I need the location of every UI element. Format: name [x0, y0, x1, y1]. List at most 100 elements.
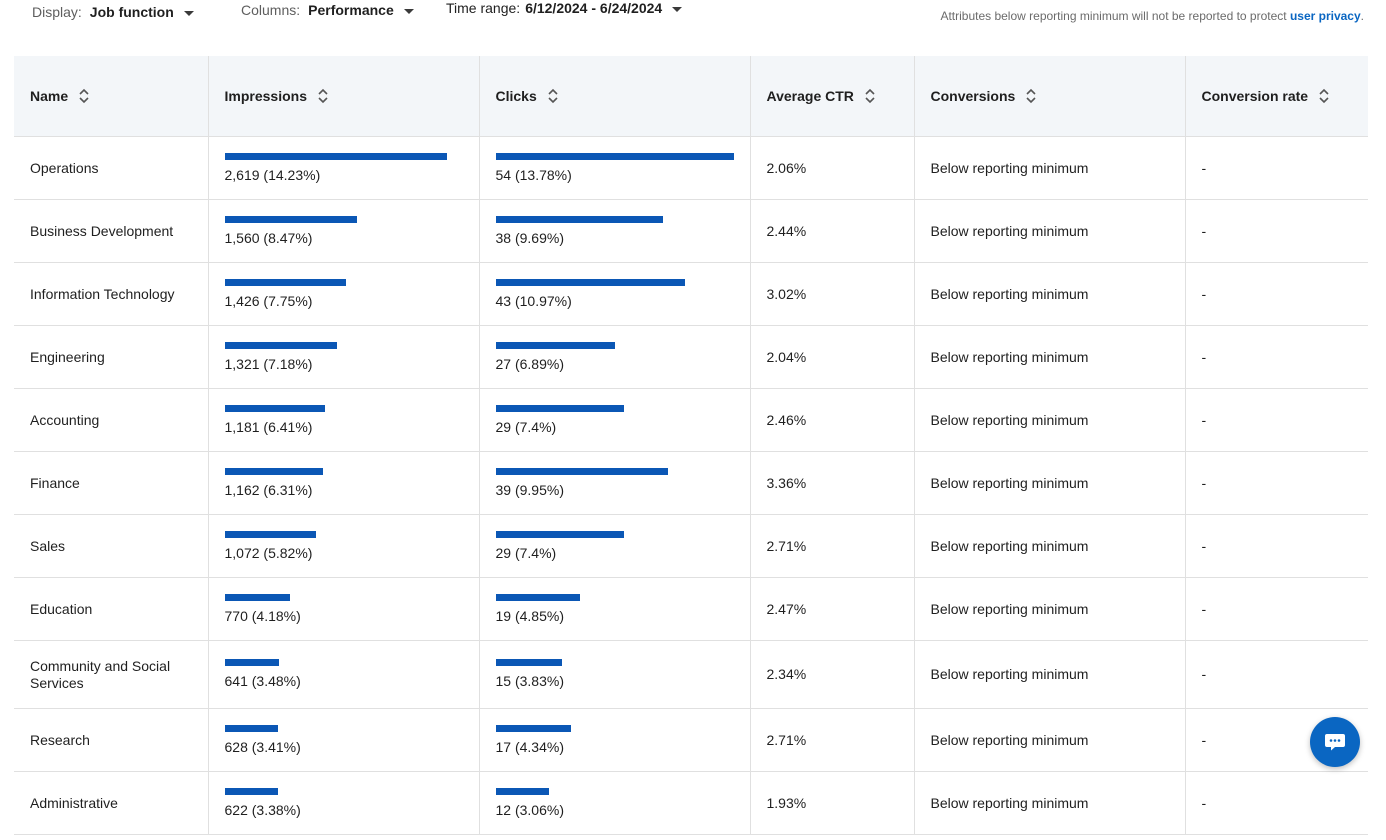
column-header-sort-toggle[interactable]: Impressions — [225, 88, 329, 104]
table-row: Research 628 (3.41%) 17 (4.34%) 2.71% Below … — [14, 708, 1368, 772]
chat-bubble-icon — [1325, 734, 1345, 751]
conversion-rate-cell-text: - — [1201, 731, 1207, 748]
conversion-rate-cell-text: - — [1201, 285, 1207, 302]
column-header-sort-toggle[interactable]: Name — [30, 88, 90, 104]
column-header-sort-toggle[interactable]: Clicks — [496, 88, 559, 104]
clicks-cell-bar-track — [495, 467, 734, 475]
impressions-cell-bar — [224, 341, 337, 349]
performance-table-container: Name Impressions Clicks Average CTR Conversi… — [14, 56, 1368, 835]
display-dropdown[interactable]: Display: Job function — [32, 4, 194, 20]
impressions-cell-bar-track — [224, 341, 463, 349]
sort-icon[interactable] — [78, 88, 90, 104]
conversion-rate-cell-text: - — [1201, 159, 1207, 176]
name-cell: Sales — [14, 514, 208, 578]
clicks-cell: 29 (7.4%) — [478, 514, 750, 578]
name-cell: Administrative — [14, 771, 208, 835]
impressions-cell-bar — [224, 278, 346, 286]
columns-value: Performance — [308, 2, 394, 18]
display-value: Job function — [89, 4, 174, 20]
sort-icon[interactable] — [547, 88, 559, 104]
chat-button[interactable] — [1310, 717, 1360, 767]
user-privacy-link[interactable]: user privacy — [1289, 9, 1361, 23]
impressions-cell-bar-track — [224, 530, 463, 538]
ctr-cell: 2.71% — [749, 708, 914, 772]
clicks-cell: 43 (10.97%) — [478, 262, 750, 326]
sort-icon[interactable] — [1025, 88, 1037, 104]
clicks-cell-bar — [495, 341, 615, 349]
columns-dropdown[interactable]: Columns: Performance — [241, 2, 414, 18]
impressions-cell-bar-track — [224, 152, 463, 160]
impressions-cell-bar — [224, 404, 325, 412]
name-cell: Information Technology — [14, 262, 208, 326]
sort-icon[interactable] — [317, 88, 329, 104]
conversion-rate-cell: - — [1184, 514, 1368, 578]
impressions-cell-bar-track — [224, 404, 463, 412]
table-row: Accounting 1,181 (6.41%) 29 (7.4%) 2.46% Bel… — [14, 388, 1368, 452]
conversions-cell-text: Below reporting minimum — [930, 222, 1089, 239]
conversions-cell: Below reporting minimum — [913, 577, 1185, 641]
clicks-cell: 19 (4.85%) — [478, 577, 750, 641]
impressions-cell: 628 (3.41%) — [207, 708, 479, 772]
column-header-ctr[interactable]: Average CTR — [749, 56, 914, 137]
clicks-cell-value: 12 (3.06%) — [495, 801, 564, 818]
table-row: Business Development 1,560 (8.47%) 38 (9.6… — [14, 199, 1368, 263]
impressions-cell-bar — [224, 787, 278, 795]
time-range-value: 6/12/2024 - 6/24/2024 — [525, 0, 663, 16]
clicks-cell: 54 (13.78%) — [478, 136, 750, 200]
column-header-sort-toggle[interactable]: Conversions — [931, 88, 1038, 104]
clicks-cell-bar — [495, 724, 571, 732]
impressions-cell-bar — [224, 593, 290, 601]
name-cell-text: Administrative — [30, 794, 118, 811]
clicks-cell-bar-track — [495, 152, 734, 160]
clicks-cell-value: 39 (9.95%) — [495, 481, 564, 498]
impressions-cell: 2,619 (14.23%) — [207, 136, 479, 200]
impressions-cell-value: 1,162 (6.31%) — [224, 481, 313, 498]
impressions-cell-value: 770 (4.18%) — [224, 607, 301, 624]
column-header-label: Conversions — [930, 88, 1016, 104]
impressions-cell-bar-track — [224, 278, 463, 286]
sort-icon[interactable] — [1318, 88, 1330, 104]
clicks-cell-bar — [495, 530, 624, 538]
name-cell: Education — [14, 577, 208, 641]
conversion-rate-cell: - — [1184, 262, 1368, 326]
privacy-note-suffix: . — [1360, 9, 1364, 23]
clicks-cell-bar-track — [495, 278, 734, 286]
privacy-note: Attributes below reporting minimum will … — [940, 9, 1364, 23]
ctr-cell-text: 2.04% — [766, 348, 807, 365]
ctr-cell: 2.71% — [749, 514, 914, 578]
filter-bar: Display: Job function Columns: Performan… — [0, 0, 1386, 50]
clicks-cell-bar-track — [495, 341, 734, 349]
name-cell: Research — [14, 708, 208, 772]
clicks-cell-bar-track — [495, 530, 734, 538]
clicks-cell-bar-track — [495, 787, 734, 795]
ctr-cell: 1.93% — [749, 771, 914, 835]
table-row: Finance 1,162 (6.31%) 39 (9.95%) 3.36% Below… — [14, 451, 1368, 515]
name-cell-text: Research — [30, 731, 90, 748]
column-header-sort-toggle[interactable]: Average CTR — [767, 88, 876, 104]
table-row: Administrative 622 (3.38%) 12 (3.06%) 1.93%… — [14, 771, 1368, 835]
time-range-dropdown[interactable]: Time range: 6/12/2024 - 6/24/2024 — [446, 0, 683, 16]
ctr-cell-text: 2.47% — [766, 600, 807, 617]
column-header-clicks[interactable]: Clicks — [478, 56, 750, 137]
column-header-conversion-rate[interactable]: Conversion rate — [1184, 56, 1368, 137]
conversion-rate-cell-text: - — [1201, 411, 1207, 428]
column-header-label: Clicks — [495, 88, 537, 104]
impressions-cell-value: 628 (3.41%) — [224, 738, 301, 755]
ctr-cell-text: 2.34% — [766, 666, 807, 682]
clicks-cell-value: 38 (9.69%) — [495, 229, 564, 246]
ctr-cell-text: 1.93% — [766, 794, 807, 811]
column-header-impressions[interactable]: Impressions — [207, 56, 479, 137]
column-header-sort-toggle[interactable]: Conversion rate — [1202, 88, 1331, 104]
clicks-cell-value: 15 (3.83%) — [495, 673, 564, 689]
impressions-cell-value: 1,181 (6.41%) — [224, 418, 313, 435]
impressions-cell: 641 (3.48%) — [207, 640, 479, 709]
ctr-cell: 2.44% — [749, 199, 914, 263]
clicks-cell-bar — [495, 467, 668, 475]
impressions-cell-bar — [224, 467, 323, 475]
column-header-conversions[interactable]: Conversions — [913, 56, 1185, 137]
display-label: Display: — [32, 4, 82, 20]
column-header-name[interactable]: Name — [14, 56, 208, 137]
conversion-rate-cell: - — [1184, 640, 1368, 709]
sort-icon[interactable] — [864, 88, 876, 104]
impressions-cell-value: 641 (3.48%) — [224, 673, 301, 689]
